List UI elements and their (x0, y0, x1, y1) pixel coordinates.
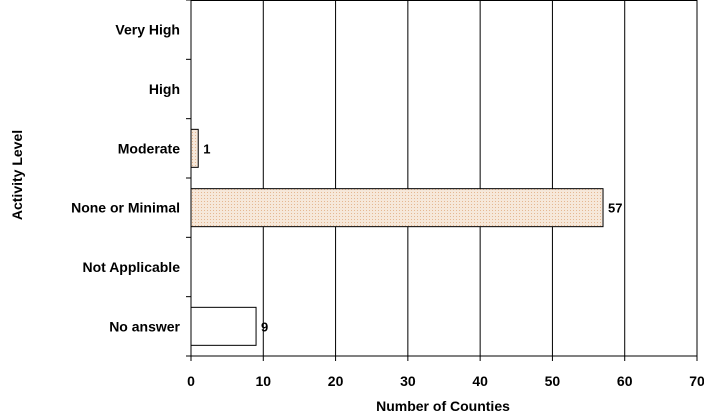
x-tick-label: 10 (255, 373, 271, 389)
x-tick-label: 20 (328, 373, 344, 389)
bar-value-label: 57 (608, 201, 622, 216)
y-tick-label: No answer (109, 318, 180, 334)
bar-value-label: 9 (261, 319, 268, 334)
bars (190, 128, 604, 346)
x-tick-label: 40 (472, 373, 488, 389)
y-tick-label: Not Applicable (83, 259, 181, 275)
x-tick-label: 0 (187, 373, 195, 389)
y-tick-label: Very High (115, 22, 180, 38)
x-axis-ticks: 0 10 20 30 40 50 60 70 (187, 356, 704, 389)
y-tick-label: Moderate (118, 140, 180, 156)
y-tick-label: High (149, 81, 180, 97)
x-tick-label: 50 (545, 373, 561, 389)
x-axis-title: Number of Counties (376, 398, 510, 414)
bar-value-label: 1 (203, 141, 210, 156)
x-tick-label: 60 (617, 373, 633, 389)
x-tick-label: 30 (400, 373, 416, 389)
y-axis-ticks: Very High High Moderate None or Minimal Not … (71, 0, 191, 357)
bar (190, 306, 257, 346)
gridlines (186, 0, 698, 361)
bar (190, 188, 604, 228)
y-tick-label: None or Minimal (71, 200, 180, 216)
x-tick-label: 70 (689, 373, 704, 389)
y-axis-title: Activity Level (9, 130, 25, 220)
bar (190, 128, 199, 168)
